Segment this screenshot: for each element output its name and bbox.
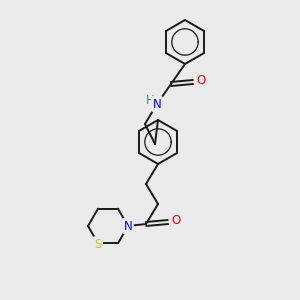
Text: N: N <box>124 220 132 232</box>
Text: S: S <box>94 238 102 251</box>
Text: O: O <box>171 214 181 227</box>
Text: N: N <box>153 98 161 110</box>
Text: O: O <box>196 74 206 88</box>
Text: H: H <box>146 94 154 107</box>
